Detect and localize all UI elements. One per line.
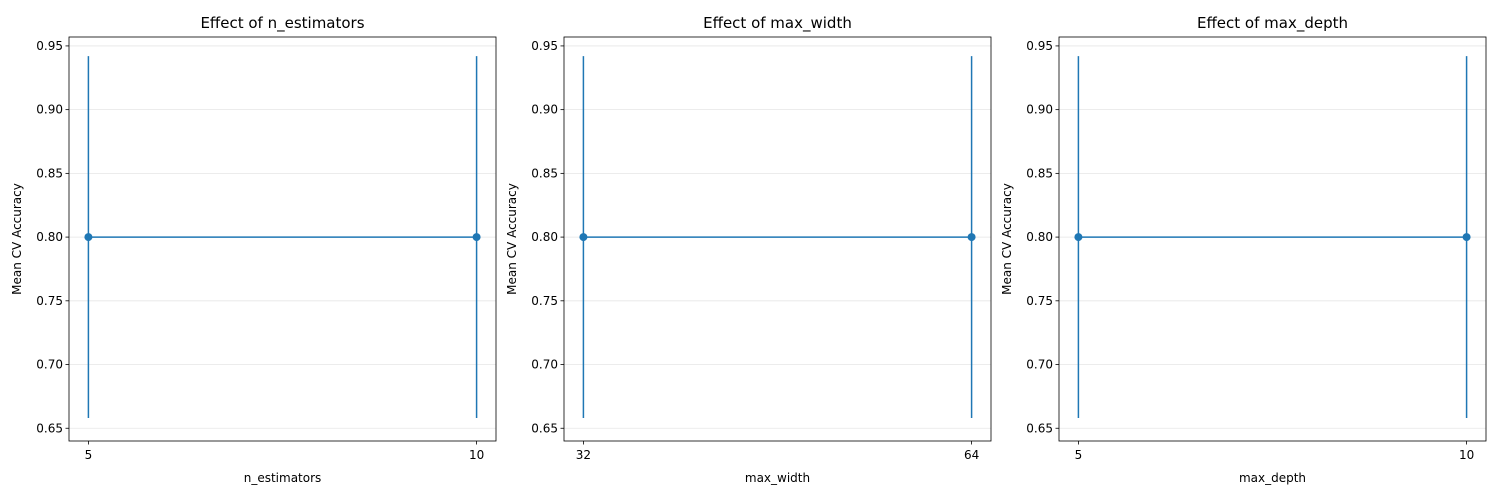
- data-point: [84, 233, 93, 242]
- y-axis-label: Mean CV Accuracy: [505, 183, 519, 295]
- x-tick-label: 5: [1075, 448, 1083, 462]
- subplot-1: 0.65 0.70 0.75 0.80 0.85 0.90 0.95 5 10 Effect of…: [10, 14, 497, 485]
- y-tick-label: 0.65: [1026, 421, 1053, 435]
- y-tick-label: 0.85: [36, 166, 63, 180]
- subplot-2: 0.65 0.70 0.75 0.80 0.85 0.90 0.95 32 64 Effect o…: [505, 14, 992, 485]
- y-axis-label: Mean CV Accuracy: [10, 183, 24, 295]
- axes-frame: [563, 36, 992, 442]
- y-tick-label: 0.95: [531, 39, 558, 53]
- chart-title: Effect of max_width: [703, 14, 852, 33]
- y-tick-label: 0.70: [36, 358, 63, 372]
- x-tick-label: 32: [576, 448, 591, 462]
- data-point: [1074, 233, 1083, 242]
- axes-frame: [1058, 36, 1487, 442]
- y-axis-label: Mean CV Accuracy: [1000, 183, 1014, 295]
- y-tick-label: 0.80: [36, 230, 63, 244]
- x-tick-label: 64: [964, 448, 979, 462]
- y-tick-label: 0.75: [531, 294, 558, 308]
- y-tick-label: 0.80: [1026, 230, 1053, 244]
- y-tick-label: 0.65: [36, 421, 63, 435]
- y-tick-label: 0.75: [1026, 294, 1053, 308]
- x-tick-label: 10: [1459, 448, 1474, 462]
- x-tick-label: 5: [85, 448, 93, 462]
- y-tick-label: 0.90: [36, 103, 63, 117]
- y-tick-label: 0.75: [36, 294, 63, 308]
- y-tick-label: 0.70: [531, 358, 558, 372]
- y-tick-label: 0.90: [531, 103, 558, 117]
- x-tick-label: 10: [469, 448, 484, 462]
- chart-title: Effect of max_depth: [1197, 14, 1348, 33]
- subplot-3: 0.65 0.70 0.75 0.80 0.85 0.90 0.95 5 10 Effect of…: [1000, 14, 1487, 485]
- chart-title: Effect of n_estimators: [200, 14, 364, 33]
- x-axis-label: max_width: [745, 471, 810, 485]
- axes-frame: [68, 36, 497, 442]
- data-point: [472, 233, 481, 242]
- y-tick-label: 0.85: [1026, 166, 1053, 180]
- data-point: [1462, 233, 1471, 242]
- data-point: [579, 233, 588, 242]
- y-tick-label: 0.95: [1026, 39, 1053, 53]
- y-tick-label: 0.80: [531, 230, 558, 244]
- data-point: [967, 233, 976, 242]
- x-axis-label: n_estimators: [244, 471, 322, 485]
- x-axis-label: max_depth: [1239, 471, 1306, 485]
- y-tick-label: 0.90: [1026, 103, 1053, 117]
- y-tick-label: 0.65: [531, 421, 558, 435]
- y-tick-label: 0.95: [36, 39, 63, 53]
- y-tick-label: 0.70: [1026, 358, 1053, 372]
- y-tick-label: 0.85: [531, 166, 558, 180]
